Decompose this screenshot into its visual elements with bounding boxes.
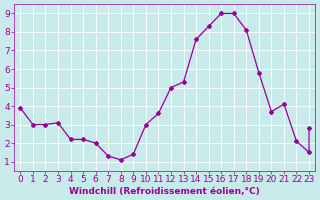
X-axis label: Windchill (Refroidissement éolien,°C): Windchill (Refroidissement éolien,°C) <box>69 187 260 196</box>
